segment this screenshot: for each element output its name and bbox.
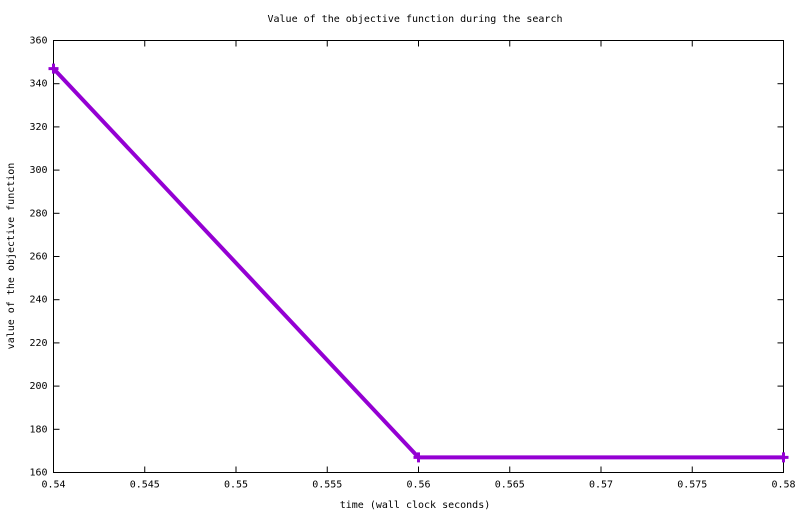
- y-tick-label: 320: [29, 122, 47, 133]
- chart-title: Value of the objective function during t…: [267, 14, 562, 25]
- x-tick-label: 0.565: [495, 480, 525, 491]
- x-tick-label: 0.55: [224, 480, 248, 491]
- y-axis-label: value of the objective function: [6, 163, 17, 350]
- x-tick-label: 0.555: [312, 480, 342, 491]
- y-tick-label: 240: [29, 295, 47, 306]
- y-tick-label: 300: [29, 165, 47, 176]
- point-marker: [413, 452, 424, 463]
- x-tick-label: 0.54: [41, 480, 65, 491]
- y-tick-label: 360: [29, 36, 47, 47]
- x-tick-label: 0.58: [771, 480, 795, 491]
- x-axis-label: time (wall clock seconds): [340, 500, 491, 511]
- point-marker: [48, 63, 59, 74]
- y-tick-label: 260: [29, 252, 47, 263]
- x-tick-label: 0.56: [406, 480, 430, 491]
- y-tick-label: 340: [29, 79, 47, 90]
- y-tick-label: 220: [29, 338, 47, 349]
- x-tick-label: 0.575: [677, 480, 707, 491]
- x-tick-label: 0.57: [589, 480, 613, 491]
- y-tick-label: 280: [29, 208, 47, 219]
- y-tick-label: 160: [29, 468, 47, 479]
- y-tick-label: 200: [29, 381, 47, 392]
- y-tick-label: 180: [29, 424, 47, 435]
- x-tick-label: 0.545: [130, 480, 160, 491]
- point-marker: [778, 452, 789, 463]
